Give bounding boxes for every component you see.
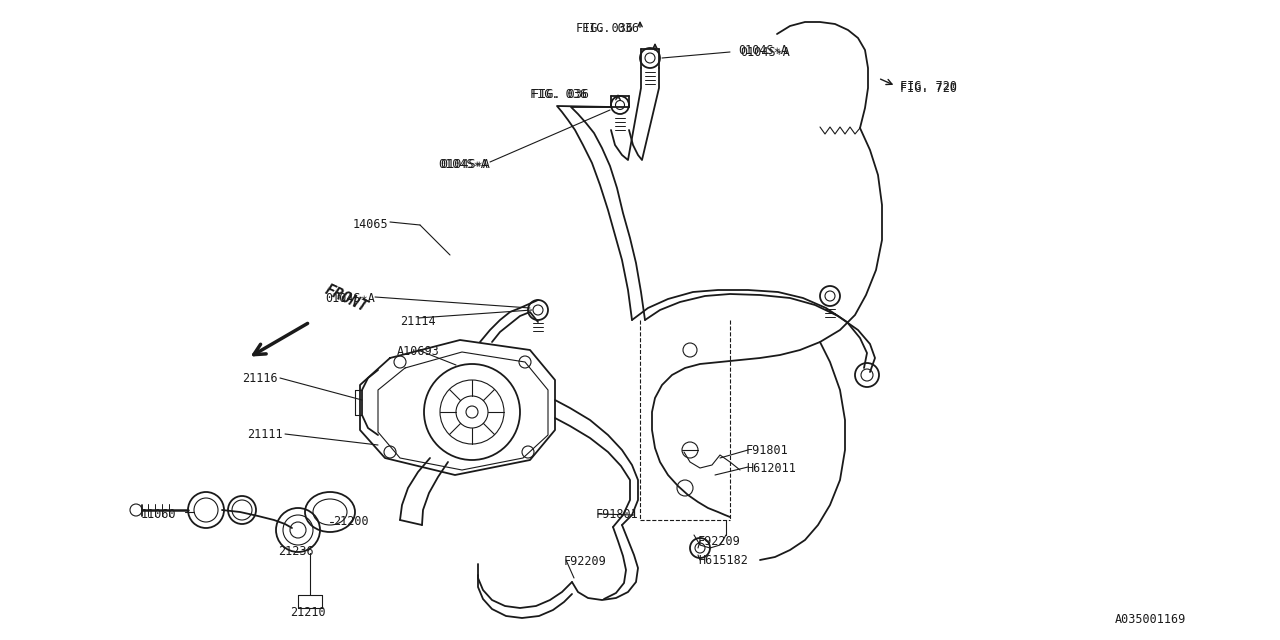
Text: FIG. 720: FIG. 720 [900,80,957,93]
Text: 0104S∗A: 0104S∗A [325,292,375,305]
Text: A10693: A10693 [397,345,439,358]
Text: FRONT: FRONT [323,282,370,315]
Text: FIG. 036: FIG. 036 [581,22,639,35]
Text: F92209: F92209 [698,535,741,548]
Text: H615182: H615182 [698,554,748,567]
Text: FIG. 036: FIG. 036 [530,88,586,101]
Text: 21114: 21114 [401,315,435,328]
Text: F91801: F91801 [746,444,788,457]
Text: F91801: F91801 [596,508,639,521]
Text: 0104S∗A: 0104S∗A [740,46,790,59]
Text: 21210: 21210 [291,606,326,619]
Text: 21236: 21236 [278,545,314,558]
Text: FIG. 036: FIG. 036 [531,88,589,101]
Text: 11060: 11060 [141,508,177,521]
Text: F92209: F92209 [564,555,607,568]
Text: 21200: 21200 [333,515,369,528]
Text: 0104S∗A: 0104S∗A [438,158,488,171]
Text: 21116: 21116 [242,372,278,385]
Text: A035001169: A035001169 [1115,613,1185,626]
Text: 14065: 14065 [352,218,388,231]
Text: H612011: H612011 [746,462,796,475]
Text: FIG. 036: FIG. 036 [576,22,634,35]
Text: FIG. 720: FIG. 720 [900,82,957,95]
Text: 21111: 21111 [247,428,283,441]
Text: 0104S∗A: 0104S∗A [440,158,490,171]
Text: 0104S∗A: 0104S∗A [739,44,788,57]
